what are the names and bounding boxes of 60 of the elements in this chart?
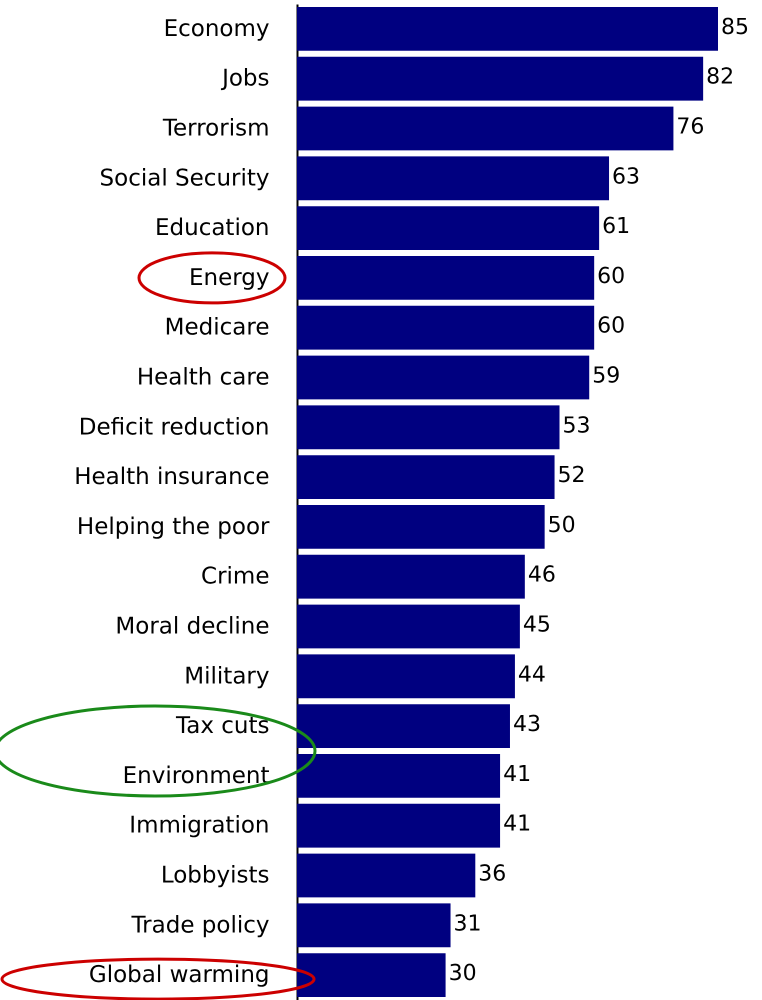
y-tick-label: Helping the poor xyxy=(76,514,270,540)
data-label: 52 xyxy=(558,463,586,488)
y-tick-label: Energy xyxy=(188,264,270,291)
bar xyxy=(297,306,594,350)
y-tick-label: Crime xyxy=(201,564,270,590)
data-label: 60 xyxy=(597,264,626,289)
y-tick-label: Social Security xyxy=(100,165,270,192)
bar xyxy=(297,56,704,101)
y-tick-label: Moral decline xyxy=(115,614,270,640)
data-label: 59 xyxy=(592,364,620,388)
y-tick-label: Lobbyists xyxy=(160,862,270,888)
bar xyxy=(297,206,600,250)
y-tick-label: Health care xyxy=(136,364,270,390)
data-label: 41 xyxy=(503,762,532,787)
y-tick-label: Terrorism xyxy=(162,116,270,142)
data-label: 41 xyxy=(503,812,532,837)
bar xyxy=(297,903,451,948)
bar xyxy=(297,106,674,150)
y-tick-label: Trade policy xyxy=(130,912,270,938)
bar xyxy=(297,854,476,898)
data-label: 53 xyxy=(562,413,591,438)
y-tick-label: Tax cuts xyxy=(175,713,270,740)
y-tick-label: Environment xyxy=(122,762,270,789)
data-label: 61 xyxy=(602,214,630,240)
data-label: 36 xyxy=(478,862,506,886)
data-label: 46 xyxy=(528,562,556,588)
bar xyxy=(297,356,590,400)
data-label: 85 xyxy=(721,14,749,40)
data-label: 76 xyxy=(676,114,704,140)
data-label: 44 xyxy=(518,662,546,688)
y-tick-label: Global warming xyxy=(88,962,270,988)
bar xyxy=(297,704,510,748)
data-label: 31 xyxy=(454,911,482,936)
y-tick-label: Deficit reduction xyxy=(78,414,270,440)
data-label: 60 xyxy=(597,314,626,339)
bar xyxy=(297,405,560,450)
bar xyxy=(297,654,515,698)
y-tick-label: Health insurance xyxy=(74,464,270,490)
y-tick-label: Jobs xyxy=(220,66,270,92)
y-tick-label: Education xyxy=(154,215,270,242)
bar xyxy=(297,754,500,798)
data-label: 50 xyxy=(548,512,576,538)
data-label: 43 xyxy=(512,712,541,738)
bar xyxy=(297,604,520,648)
y-tick-label: Military xyxy=(184,663,270,690)
data-label: 30 xyxy=(448,961,477,986)
bar xyxy=(297,953,446,998)
data-label: 63 xyxy=(612,164,640,190)
data-label: 82 xyxy=(706,64,734,90)
bar xyxy=(297,6,718,51)
bar xyxy=(297,554,525,599)
y-tick-label: Immigration xyxy=(129,812,270,839)
bar xyxy=(297,156,610,200)
y-tick-label: Medicare xyxy=(164,314,270,341)
bar xyxy=(297,256,594,300)
bar xyxy=(297,455,555,500)
data-label: 45 xyxy=(522,612,551,638)
bar xyxy=(297,504,545,549)
bar xyxy=(297,804,500,848)
y-tick-label: Economy xyxy=(164,16,270,42)
